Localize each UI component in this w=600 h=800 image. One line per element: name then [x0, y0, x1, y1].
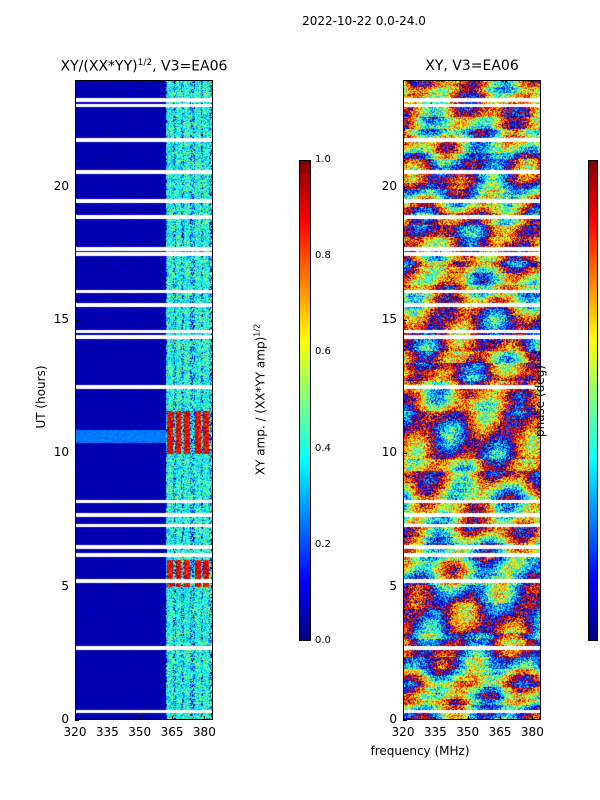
phase-y-tick-mark	[403, 720, 407, 721]
amp-colorbar-gradient	[300, 161, 310, 640]
phase-y-tick-label: 5	[389, 578, 397, 593]
phase-x-tick-mark	[467, 716, 469, 720]
phase-y-tick-mark	[403, 453, 407, 455]
amp-x-tick-mark	[75, 716, 76, 720]
amp-y-axis-label: UT (hours)	[34, 365, 48, 429]
amp-heatmap	[75, 80, 213, 720]
amp-heatmap-canvas	[76, 81, 212, 719]
phase-y-tick-mark	[403, 186, 407, 188]
phase-heatmap-canvas	[404, 81, 540, 719]
amp-y-tick-label: 5	[61, 578, 69, 593]
amp-panel-title: XY/(XX*YY)1/2, V3=EA06	[20, 58, 268, 75]
amp-colorbar-tick-label: 0.0	[315, 635, 331, 646]
amp-colorbar-label-text: XY amp. / (XX*YY amp)	[253, 336, 268, 476]
phase-y-tick-label: 10	[381, 445, 397, 460]
amp-x-tick-mark	[172, 716, 174, 720]
amp-title-text: XY/(XX*YY)	[60, 58, 138, 75]
figure-suptitle: 2022-10-22 0.0-24.0	[302, 14, 426, 28]
phase-y-tick-label: 0	[389, 712, 397, 726]
amp-x-tick-mark	[107, 716, 109, 720]
x-axis-label: frequency (MHz)	[370, 744, 470, 758]
amp-title-suffix: , V3=EA06	[152, 58, 228, 75]
phase-heatmap	[403, 80, 541, 720]
amp-x-tick-label: 350	[128, 725, 152, 739]
phase-x-tick-label: 335	[423, 725, 447, 739]
amp-colorbar-tick-label: 0.2	[315, 538, 331, 550]
amp-y-tick-mark	[75, 586, 79, 588]
phase-y-tick-label: 20	[381, 178, 397, 193]
amp-x-tick-mark	[139, 716, 141, 720]
amp-y-tick-label: 20	[53, 178, 69, 193]
amp-colorbar-label-exp: 1/2	[252, 323, 262, 337]
phase-x-tick-mark	[403, 716, 404, 720]
amp-y-tick-label: 15	[53, 312, 69, 326]
phase-x-tick-mark	[532, 716, 534, 720]
phase-colorbar-gradient	[589, 161, 597, 640]
amp-y-tick-label: 0	[61, 712, 69, 726]
phase-x-tick-label: 365	[488, 725, 512, 739]
amp-y-tick-mark	[75, 453, 79, 455]
phase-panel-title: XY, V3=EA06	[425, 58, 519, 74]
phase-x-tick-label: 380	[520, 725, 544, 739]
amp-x-tick-label: 320	[63, 725, 87, 739]
phase-y-tick-label: 15	[381, 312, 397, 326]
amp-y-tick-mark	[75, 320, 79, 321]
amp-colorbar-tick-label: 0.6	[315, 346, 331, 358]
amp-x-tick-mark	[204, 716, 206, 720]
amp-x-tick-label: 380	[192, 725, 216, 739]
phase-colorbar-label: phase (deg)	[533, 365, 547, 438]
amp-colorbar-tick-label: 0.8	[315, 250, 331, 262]
phase-colorbar	[588, 160, 598, 641]
amp-x-tick-label: 335	[95, 725, 119, 739]
phase-x-tick-label: 350	[456, 725, 480, 739]
amp-colorbar	[299, 160, 311, 641]
amp-colorbar-tick-label: 1.0	[315, 154, 331, 165]
amp-x-tick-label: 365	[160, 725, 184, 739]
phase-x-tick-mark	[435, 716, 437, 720]
phase-x-tick-label: 320	[391, 725, 415, 739]
amp-title-exp: 1/2	[137, 58, 153, 68]
amp-y-tick-mark	[75, 720, 79, 721]
amp-colorbar-label: XY amp. / (XX*YY amp)1/2	[253, 310, 268, 490]
amp-y-tick-label: 10	[53, 445, 69, 460]
amp-colorbar-tick-label: 0.4	[315, 442, 331, 454]
amp-y-tick-mark	[75, 186, 79, 188]
phase-y-tick-mark	[403, 586, 407, 588]
phase-x-tick-mark	[500, 716, 502, 720]
phase-y-tick-mark	[403, 320, 407, 321]
